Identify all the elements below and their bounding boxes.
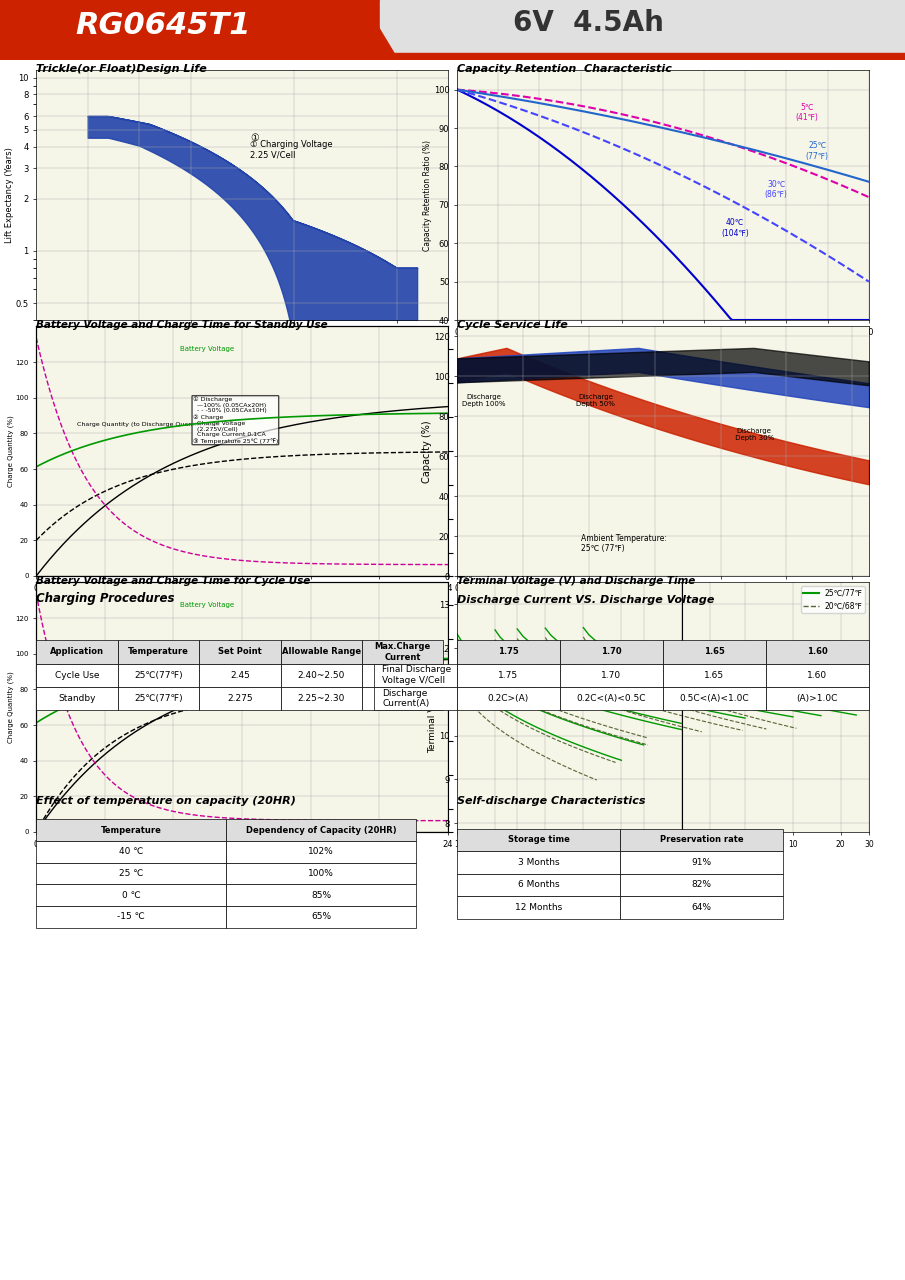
Text: 3C: 3C: [635, 678, 644, 684]
X-axis label: Number of Cycles (Times): Number of Cycles (Times): [592, 598, 734, 608]
Text: 0.25C: 0.25C: [751, 687, 772, 692]
Text: Battery Voltage and Charge Time for Standby Use: Battery Voltage and Charge Time for Stan…: [36, 320, 328, 330]
Text: ① Discharge
  —100% (0.05CAx20H)
  - - -50% (0.05CAx10H)
② Charge
  Charge Volta: ① Discharge —100% (0.05CAx20H) - - -50% …: [193, 397, 278, 444]
Text: Battery Voltage: Battery Voltage: [180, 603, 234, 608]
Text: 6V  4.5Ah: 6V 4.5Ah: [513, 9, 663, 37]
Text: Discharge
Depth 100%: Discharge Depth 100%: [462, 394, 505, 407]
Text: 5℃
(41℉): 5℃ (41℉): [795, 102, 818, 123]
Text: ① Discharge
  —100% (0.05CAx20H)
  - - -50% (0.05CAx10H)
② Charge
  Charge Volta: ① Discharge —100% (0.05CAx20H) - - -50% …: [193, 653, 278, 700]
Text: 0.17C: 0.17C: [799, 678, 820, 684]
Text: Discharge
 Depth 30%: Discharge Depth 30%: [733, 429, 774, 442]
Text: Ambient Temperature:
25℃ (77℉): Ambient Temperature: 25℃ (77℉): [581, 534, 666, 553]
Y-axis label: Charge Quantity (%): Charge Quantity (%): [7, 671, 14, 744]
Y-axis label: Terminal Voltage (V): Terminal Voltage (V): [428, 662, 437, 753]
Y-axis label: Charge Current (CA): Charge Current (CA): [475, 416, 481, 486]
Text: 0.05C: 0.05C: [847, 660, 868, 667]
Text: RG0645T1: RG0645T1: [75, 10, 251, 40]
Bar: [380, 0, 905, 60]
Legend: 25℃/77℉, 20℃/68℉: 25℃/77℉, 20℃/68℉: [801, 586, 865, 613]
Y-axis label: Charge Quantity (%): Charge Quantity (%): [7, 415, 14, 488]
Text: Hr: Hr: [770, 832, 780, 841]
Text: 30℃
(86℉): 30℃ (86℉): [765, 179, 787, 200]
Text: Discharge Current VS. Discharge Voltage: Discharge Current VS. Discharge Voltage: [457, 595, 714, 605]
Text: 0.09C: 0.09C: [825, 669, 846, 676]
Text: Min: Min: [562, 832, 576, 841]
Y-axis label: Lift Expectancy (Years): Lift Expectancy (Years): [5, 147, 14, 243]
Bar: [0, 52, 905, 60]
Text: 0.6C: 0.6C: [688, 695, 704, 701]
Text: Charging Procedures: Charging Procedures: [36, 593, 175, 605]
Text: Self-discharge Characteristics: Self-discharge Characteristics: [457, 796, 645, 806]
Text: Battery Voltage: Battery Voltage: [180, 347, 234, 352]
X-axis label: Charge Time (H): Charge Time (H): [197, 598, 287, 608]
Y-axis label: Capacity (%): Capacity (%): [423, 420, 433, 483]
X-axis label: Temperature (°C): Temperature (°C): [195, 342, 290, 352]
Text: Trickle(or Float)Design Life: Trickle(or Float)Design Life: [36, 64, 207, 74]
Text: 40℃
(104℉): 40℃ (104℉): [721, 218, 748, 238]
Text: 25℃
(77℉): 25℃ (77℉): [805, 141, 829, 161]
Text: Cycle Service Life: Cycle Service Life: [457, 320, 567, 330]
X-axis label: Charge Time (H): Charge Time (H): [197, 854, 287, 864]
Text: ① Charging Voltage
2.25 V/Cell: ① Charging Voltage 2.25 V/Cell: [251, 141, 333, 160]
X-axis label: Discharge Time (Min): Discharge Time (Min): [604, 854, 722, 864]
Polygon shape: [308, 0, 398, 60]
Text: Capacity Retention  Characteristic: Capacity Retention Characteristic: [457, 64, 672, 74]
Y-axis label: Capacity Retention Ratio (%): Capacity Retention Ratio (%): [424, 140, 433, 251]
Text: Effect of temperature on capacity (20HR): Effect of temperature on capacity (20HR): [36, 796, 296, 806]
Text: ①: ①: [251, 133, 259, 143]
Text: Discharge
Depth 50%: Discharge Depth 50%: [576, 394, 614, 407]
Text: Battery Voltage and Charge Time for Cycle Use: Battery Voltage and Charge Time for Cycl…: [36, 576, 310, 586]
Y-axis label: Charge Current (CA): Charge Current (CA): [475, 672, 481, 742]
Text: Terminal Voltage (V) and Discharge Time: Terminal Voltage (V) and Discharge Time: [457, 576, 695, 586]
Text: Charge Quantity (to Discharge Quantity)Rate: Charge Quantity (to Discharge Quantity)R…: [78, 422, 220, 428]
Text: 2C: 2C: [654, 687, 663, 692]
Text: 1C: 1C: [679, 687, 688, 692]
X-axis label: Storage Period (Month): Storage Period (Month): [598, 342, 728, 352]
Bar: [0, 0, 380, 60]
